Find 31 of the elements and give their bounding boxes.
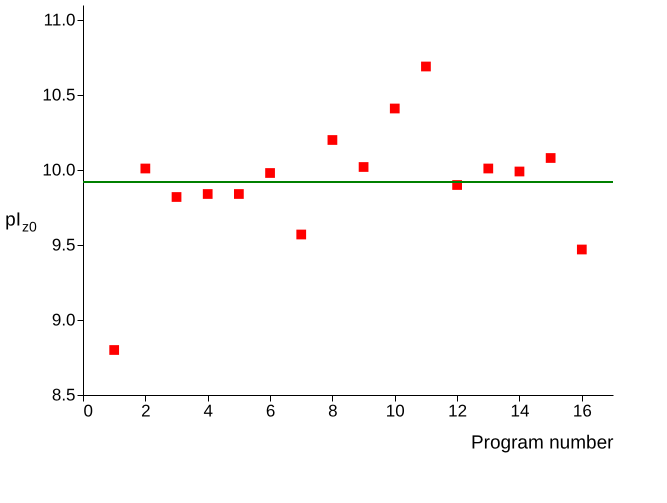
x-tick-label: 10 — [386, 402, 405, 420]
point — [576, 244, 587, 254]
point — [546, 153, 556, 163]
point — [514, 166, 524, 176]
point — [296, 230, 306, 240]
point — [483, 164, 494, 174]
x-tick-label: 2 — [141, 402, 151, 420]
x-axis-title: Program number — [470, 432, 614, 454]
point — [328, 135, 338, 145]
y-tick-label: 10.0 — [42, 160, 76, 180]
x-tick-label: 8 — [328, 402, 338, 420]
x-tick-label: 4 — [203, 402, 213, 420]
point — [390, 104, 400, 114]
y-tick-label: 8.5 — [52, 386, 76, 404]
x-tick-label: 16 — [572, 402, 592, 420]
y-tick-label: 11.0 — [44, 10, 76, 30]
x-tick-label: 14 — [510, 402, 530, 420]
point — [140, 164, 150, 174]
point — [172, 192, 182, 202]
x-tick-label: 12 — [448, 402, 468, 420]
point — [358, 162, 368, 172]
point — [202, 189, 213, 199]
y-tick-label: 9.0 — [52, 310, 76, 330]
point — [265, 168, 275, 178]
point — [109, 345, 120, 355]
y-tick-label: 10.5 — [42, 86, 76, 104]
point — [234, 189, 244, 199]
y-tick-label: 9.5 — [52, 236, 76, 254]
x-tick-label: 6 — [266, 402, 276, 420]
point — [421, 62, 431, 72]
x-tick-label: 0 — [84, 402, 93, 420]
